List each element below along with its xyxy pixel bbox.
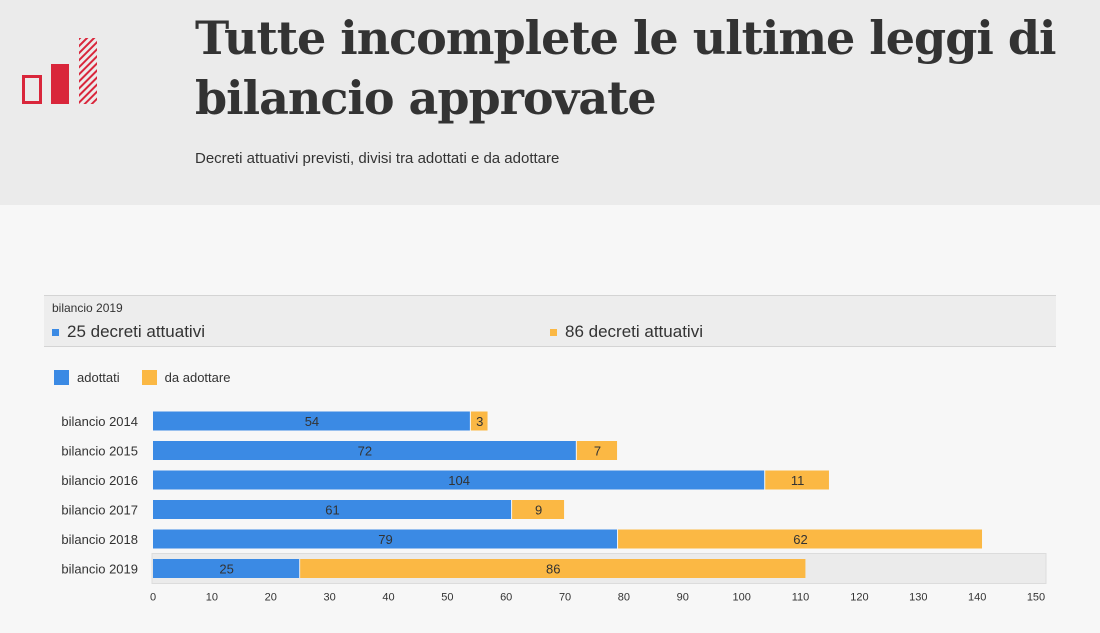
chart-legend: adottati da adottare [54,370,252,385]
bar-chart-logo-icon [22,38,97,104]
data-label: 7 [594,444,601,459]
data-label: 9 [535,503,542,518]
x-tick-label: 130 [909,592,927,604]
x-tick-label: 110 [792,592,810,604]
bar-segment[interactable] [153,529,618,549]
x-tick-label: 20 [265,592,277,604]
data-label: 11 [791,473,805,488]
bar-segment[interactable] [153,559,300,578]
x-tick-label: 120 [850,592,868,604]
x-tick-label: 60 [500,592,512,604]
category-label: bilancio 2015 [61,444,138,459]
legend-item-da-adottare[interactable]: da adottare [141,370,231,385]
data-label: 62 [793,532,807,547]
legend-swatch-adottati [54,370,69,385]
x-tick-label: 10 [206,592,218,604]
x-tick-label: 90 [677,592,689,604]
page-title: Tutte incomplete le ultime leggi di bila… [195,11,1057,125]
legend-swatch-da-adottare [141,370,157,385]
legend-item-adottati[interactable]: adottati [54,370,120,385]
x-tick-label: 80 [618,592,630,604]
category-label: bilancio 2016 [61,473,138,488]
tooltip-infobox: bilancio 2019 25 decreti attuativi 86 de… [44,295,1056,347]
bar-segment[interactable] [512,500,565,519]
page-subtitle: Decreti attuativi previsti, divisi tra a… [195,150,560,167]
bar-segment[interactable] [470,411,488,431]
category-label: bilancio 2017 [61,503,138,518]
x-tick-label: 140 [968,592,986,604]
bar-segment[interactable] [153,500,512,519]
data-label: 54 [305,414,319,429]
bar-segment[interactable] [153,441,576,460]
header-banner: Tutte incomplete le ultime leggi di bila… [0,0,1100,205]
data-label: 72 [358,444,372,459]
category-label: bilancio 2014 [61,414,138,429]
infobox-da-adottare: 86 decreti attuativi [550,322,703,342]
x-tick-label: 70 [559,592,571,604]
bar-segment[interactable] [300,559,806,578]
data-label: 3 [476,414,483,429]
infobox-category-label: bilancio 2019 [52,301,123,315]
x-tick-label: 100 [732,592,750,604]
category-label: bilancio 2019 [61,562,138,577]
da-adottare-square-icon [550,328,557,336]
bar-segment[interactable] [765,470,829,490]
infobox-adottati: 25 decreti attuativi [52,322,205,342]
infobox-adottati-text: 25 decreti attuativi [67,322,205,341]
x-tick-label: 30 [323,592,335,604]
data-label: 25 [219,562,233,577]
bar-segment[interactable] [618,529,983,549]
category-label: bilancio 2018 [61,532,138,547]
legend-label-da-adottare: da adottare [164,370,231,385]
infobox-da-adottare-text: 86 decreti attuativi [565,322,703,341]
data-label: 61 [325,503,339,518]
data-label: 86 [546,562,560,577]
stacked-bar-chart: bilancio 2014 54 3 bilancio 2015 72 7 bilancio… [61,411,1047,604]
data-label: 79 [378,532,392,547]
legend-label-adottati: adottati [77,370,120,385]
adottati-square-icon [52,328,59,336]
data-label: 104 [448,473,470,488]
bar-segment[interactable] [576,441,618,460]
x-tick-label: 40 [382,592,394,604]
bar-segment[interactable] [153,411,470,431]
x-tick-label: 150 [1027,592,1045,604]
x-tick-label: 0 [150,592,156,604]
bar-segment[interactable] [153,470,765,490]
x-tick-label: 50 [441,592,453,604]
